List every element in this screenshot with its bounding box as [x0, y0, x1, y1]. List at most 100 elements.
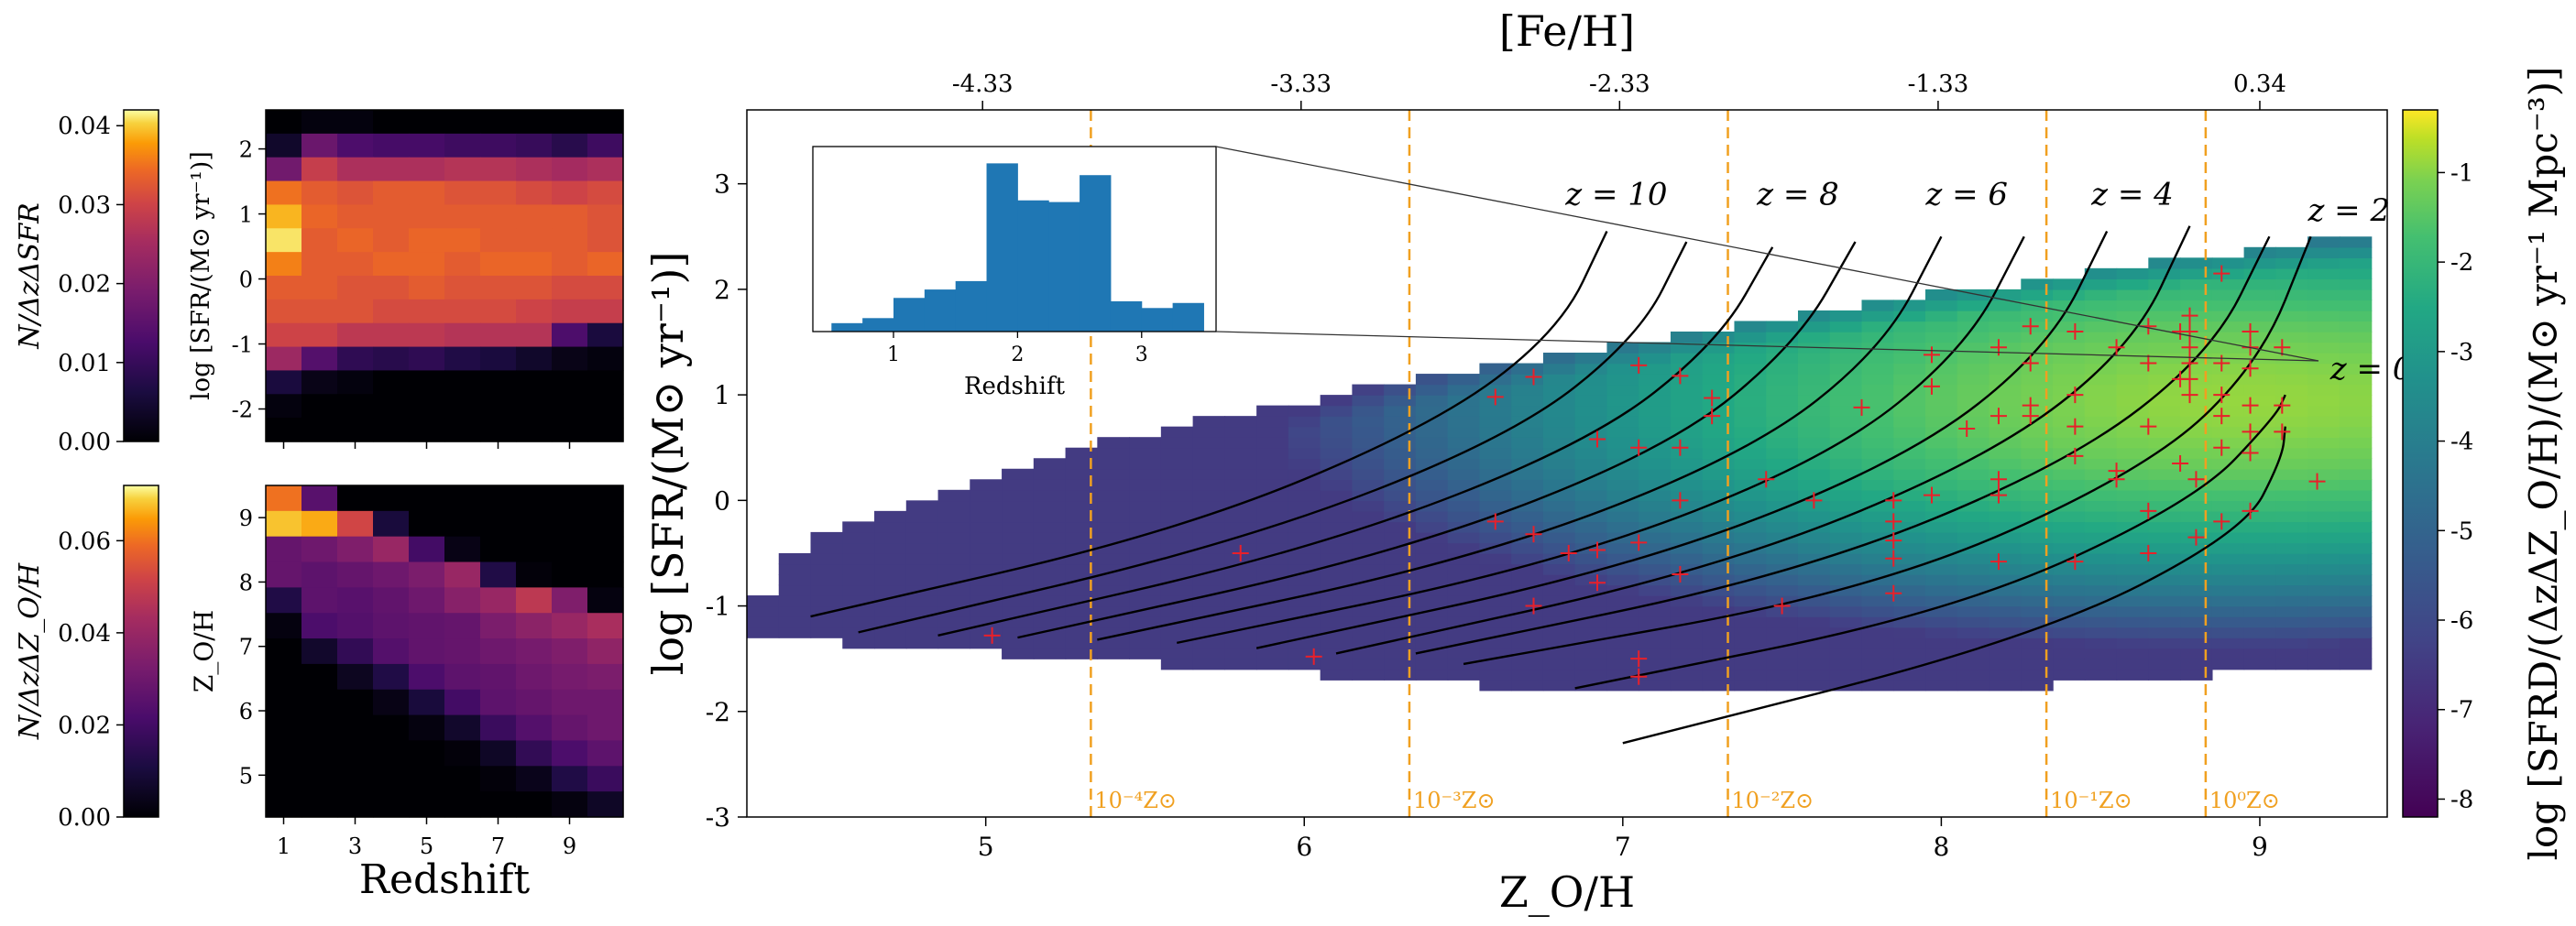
density-cell [1989, 300, 2022, 311]
density-cell [1606, 626, 1639, 638]
density-cell [1925, 573, 1958, 586]
heatmap-cell [301, 791, 338, 818]
density-cell [1861, 300, 1894, 311]
heatmap-cell [373, 663, 410, 691]
redshift-curve [1097, 235, 1943, 641]
density-cell [778, 616, 812, 628]
density-cell [2116, 426, 2150, 438]
density-cell [1766, 447, 1799, 459]
density-cell [2339, 531, 2373, 544]
heatmap-cell [587, 394, 624, 419]
observed-marker [2274, 423, 2291, 441]
density-cell [1893, 310, 1926, 322]
density-cell [2021, 616, 2054, 628]
density-cell [2211, 479, 2245, 491]
heatmap-cell [516, 561, 553, 588]
heatmap-cell [516, 613, 553, 639]
density-cell [1893, 573, 1926, 586]
heatmap-cell [266, 204, 302, 229]
density-cell [2307, 531, 2340, 544]
observed-marker [2213, 513, 2231, 530]
density-cell [2084, 310, 2118, 322]
density-cell [1542, 468, 1576, 480]
density-cell [1829, 437, 1863, 449]
density-cell [1702, 510, 1736, 523]
observed-marker [1630, 356, 1648, 374]
density-cell [1925, 489, 1958, 502]
density-cell [842, 616, 875, 628]
heatmap-cell [409, 346, 445, 372]
density-cell [1320, 437, 1354, 449]
density-cell [2116, 353, 2150, 365]
density-cell [1288, 458, 1321, 470]
density-cell [2275, 289, 2308, 301]
density-cell [1893, 468, 1926, 480]
density-cell [2148, 531, 2181, 544]
density-cell [1734, 637, 1767, 649]
density-cell [1033, 510, 1067, 523]
density-cell [1989, 637, 2022, 649]
density-cell [2307, 489, 2340, 502]
density-cell [2307, 331, 2340, 343]
density-cell [1224, 489, 1257, 502]
observed-marker [2242, 397, 2259, 414]
observed-marker [2181, 370, 2198, 387]
density-cell [1670, 331, 1704, 343]
density-cell [1065, 605, 1099, 617]
heatmap-cell [552, 638, 588, 665]
colorbar-tick-label: -1 [2450, 159, 2473, 187]
heatmap-cell [337, 587, 374, 614]
density-cell [1639, 405, 1672, 417]
y-tick-label: 2 [239, 137, 253, 163]
density-cell [1224, 447, 1257, 459]
density-cell [1256, 468, 1289, 480]
density-cell [1384, 669, 1417, 681]
heatmap-cell [516, 394, 553, 419]
density-cell [2307, 321, 2340, 332]
density-cell [1893, 531, 1926, 544]
density-cell [1033, 468, 1067, 480]
density-cell [874, 626, 907, 638]
density-cell [2275, 416, 2308, 428]
density-cell [1766, 479, 1799, 491]
density-cell [1797, 510, 1831, 523]
density-cell [2243, 437, 2277, 449]
density-cell [2211, 300, 2245, 311]
observed-marker [1486, 388, 1504, 406]
density-cell [810, 552, 843, 565]
density-cell [2084, 489, 2118, 502]
density-cell [2307, 659, 2340, 670]
heatmap-cell [587, 766, 624, 792]
density-cell [1734, 416, 1767, 428]
heatmap-cell [587, 714, 624, 742]
density-cell [1447, 458, 1481, 470]
density-cell [1893, 331, 1926, 343]
density-cell [2275, 374, 2308, 386]
density-cell [1861, 321, 1894, 332]
density-cell [2053, 374, 2086, 386]
heatmap-cell [552, 299, 588, 324]
density-cell [1989, 458, 2022, 470]
density-cell [2116, 479, 2150, 491]
density-cell [2243, 552, 2277, 565]
density-cell [1447, 426, 1481, 438]
heatmap-cell [301, 204, 338, 229]
density-cell [1702, 680, 1736, 692]
heatmap-cell [587, 418, 624, 442]
density-cell [1415, 669, 1449, 681]
density-cell [1606, 542, 1639, 554]
density-cell [1925, 331, 1958, 343]
density-cell [1033, 573, 1067, 586]
density-cell [1925, 437, 1958, 449]
density-cell [1129, 500, 1162, 512]
density-cell [2116, 616, 2150, 628]
density-cell [1352, 405, 1385, 417]
density-cell [1893, 353, 1926, 365]
density-cell [1542, 363, 1576, 375]
density-cell [2084, 637, 2118, 649]
heatmap-cell [337, 157, 374, 182]
heatmap-cell [337, 485, 374, 512]
colorbar-tick-label: 0.02 [58, 271, 111, 299]
density-cell [1352, 584, 1385, 596]
density-cell [2243, 584, 2277, 596]
